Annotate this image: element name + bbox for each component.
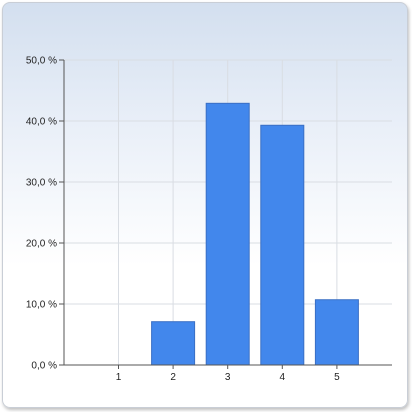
axes [59,59,392,369]
y-tick-label: 40,0 % [26,117,57,128]
bar-3 [205,102,250,366]
y-tick-label: 10,0 % [26,300,57,311]
bar-5 [314,299,359,366]
x-tick-label: 4 [280,372,286,383]
x-tick-label: 1 [116,372,122,383]
bar-2 [151,321,196,366]
bar-chart: 0,0 % 10,0 % 20,0 % 30,0 % 40,0 % 50,0 % 1 2 3 4 5 [26,56,392,384]
bar-4 [260,124,305,366]
x-tick-label: 5 [334,372,340,383]
y-tick-label: 0,0 % [31,361,57,372]
tick-labels: 0,0 % 10,0 % 20,0 % 30,0 % 40,0 % 50,0 % 1 2 3 4 5 [26,56,340,384]
chart-card: 0,0 % 10,0 % 20,0 % 30,0 % 40,0 % 50,0 % 1 2 3 4 5 [2,2,408,408]
y-tick-label: 50,0 % [26,56,57,67]
x-tick-label: 2 [170,372,176,383]
y-tick-label: 20,0 % [26,239,57,250]
y-tick-label: 30,0 % [26,178,57,189]
bars [151,102,359,366]
x-tick-label: 3 [225,372,231,383]
